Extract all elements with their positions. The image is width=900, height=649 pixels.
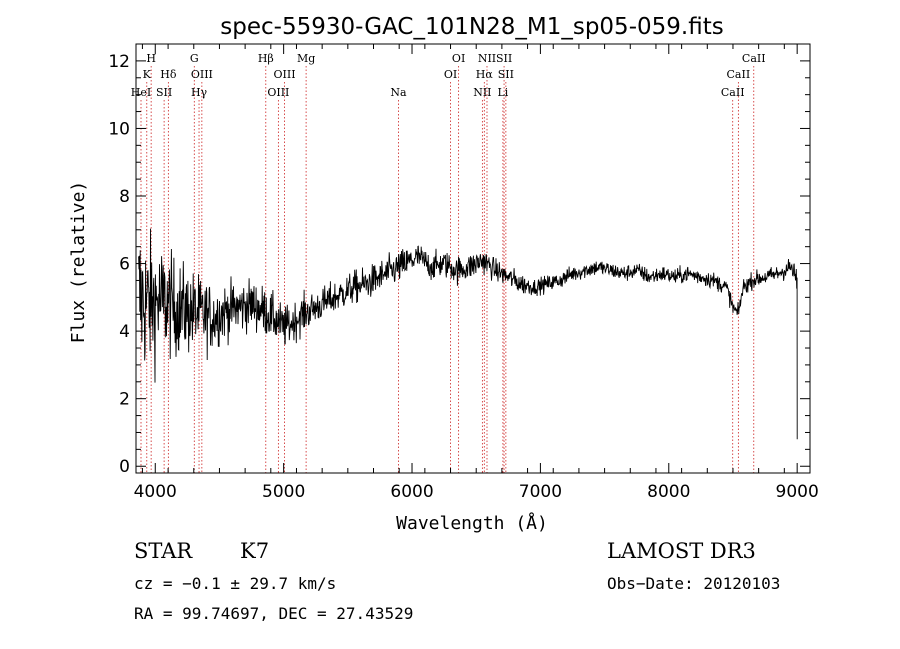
y-tick-label: 2 (119, 390, 130, 410)
axis-ticks-layer: 4000 5000 6000 7000 8000 9000 0 2 4 6 8 10 12 (108, 43, 819, 502)
x-tick-label: 7000 (519, 482, 562, 502)
spectral-line-label: OIII (274, 68, 296, 81)
plot-frame (135, 43, 811, 474)
x-tick-label: 4000 (134, 482, 177, 502)
x-tick-label: 5000 (262, 482, 305, 502)
spectral-line-label: SII (156, 86, 172, 99)
spectral-line-label: HeI (131, 86, 151, 99)
x-axis-label: Wavelength (Å) (396, 512, 548, 534)
spectral-line-label: K (143, 68, 152, 81)
spectral-line-label: OI (452, 52, 465, 65)
spectral-line-label: SII (496, 52, 512, 65)
spectral-line-label: G (190, 52, 199, 65)
survey-name: LAMOST DR3 (607, 539, 756, 563)
y-tick-label: 0 (119, 457, 130, 477)
line-labels-layer: HeIKHSIIHδGHγOIIIHβOIIIOIIIMgNaOIOINIIHα… (131, 52, 766, 99)
spectral-line-label: OIII (191, 68, 213, 81)
spectrum-series-line (138, 228, 798, 440)
chart-title: spec-55930-GAC_101N28_M1_sp05-059.fits (220, 14, 723, 40)
x-tick-label: 6000 (390, 482, 433, 502)
spectrum-layer (138, 228, 798, 440)
spectral-line-label: Na (390, 86, 407, 99)
y-tick-label: 10 (108, 119, 130, 139)
spectral-line-label: Hβ (258, 52, 274, 65)
y-tick-label: 4 (119, 322, 130, 342)
y-tick-label: 6 (119, 255, 130, 275)
x-tick-label: 8000 (647, 482, 690, 502)
spectral-line-label: NII (478, 52, 496, 65)
spectral-line-label: Hδ (160, 68, 177, 81)
coordinates-text: RA = 99.74697, DEC = 27.43529 (134, 604, 413, 623)
spectral-line-label: H (146, 52, 156, 65)
spectral-line-label: Hα (476, 68, 494, 81)
spectral-line-label: Hγ (191, 86, 208, 99)
y-axis-label: Flux (relative) (68, 181, 89, 344)
spectral-line-label: CaII (742, 52, 766, 65)
spectral-line-label: OI (444, 68, 457, 81)
obs-date-text: Obs−Date: 20120103 (607, 574, 780, 593)
spectral-line-label: SII (498, 68, 514, 81)
y-tick-label: 8 (119, 187, 130, 207)
spectral-lines-layer (140, 66, 755, 473)
spectral-line-label: NII (473, 86, 491, 99)
redshift-text: cz = −0.1 ± 29.7 km/s (134, 574, 336, 593)
spectral-line-label: CaII (721, 86, 745, 99)
spectral-line-label: OIII (267, 86, 289, 99)
object-class: STAR (134, 539, 193, 563)
spectral-line-label: Li (497, 86, 508, 99)
spectral-line-label: CaII (727, 68, 751, 81)
y-tick-label: 12 (108, 52, 130, 72)
spectral-line-label: Mg (297, 52, 315, 65)
x-tick-label: 9000 (776, 482, 819, 502)
object-subclass: K7 (240, 539, 269, 563)
